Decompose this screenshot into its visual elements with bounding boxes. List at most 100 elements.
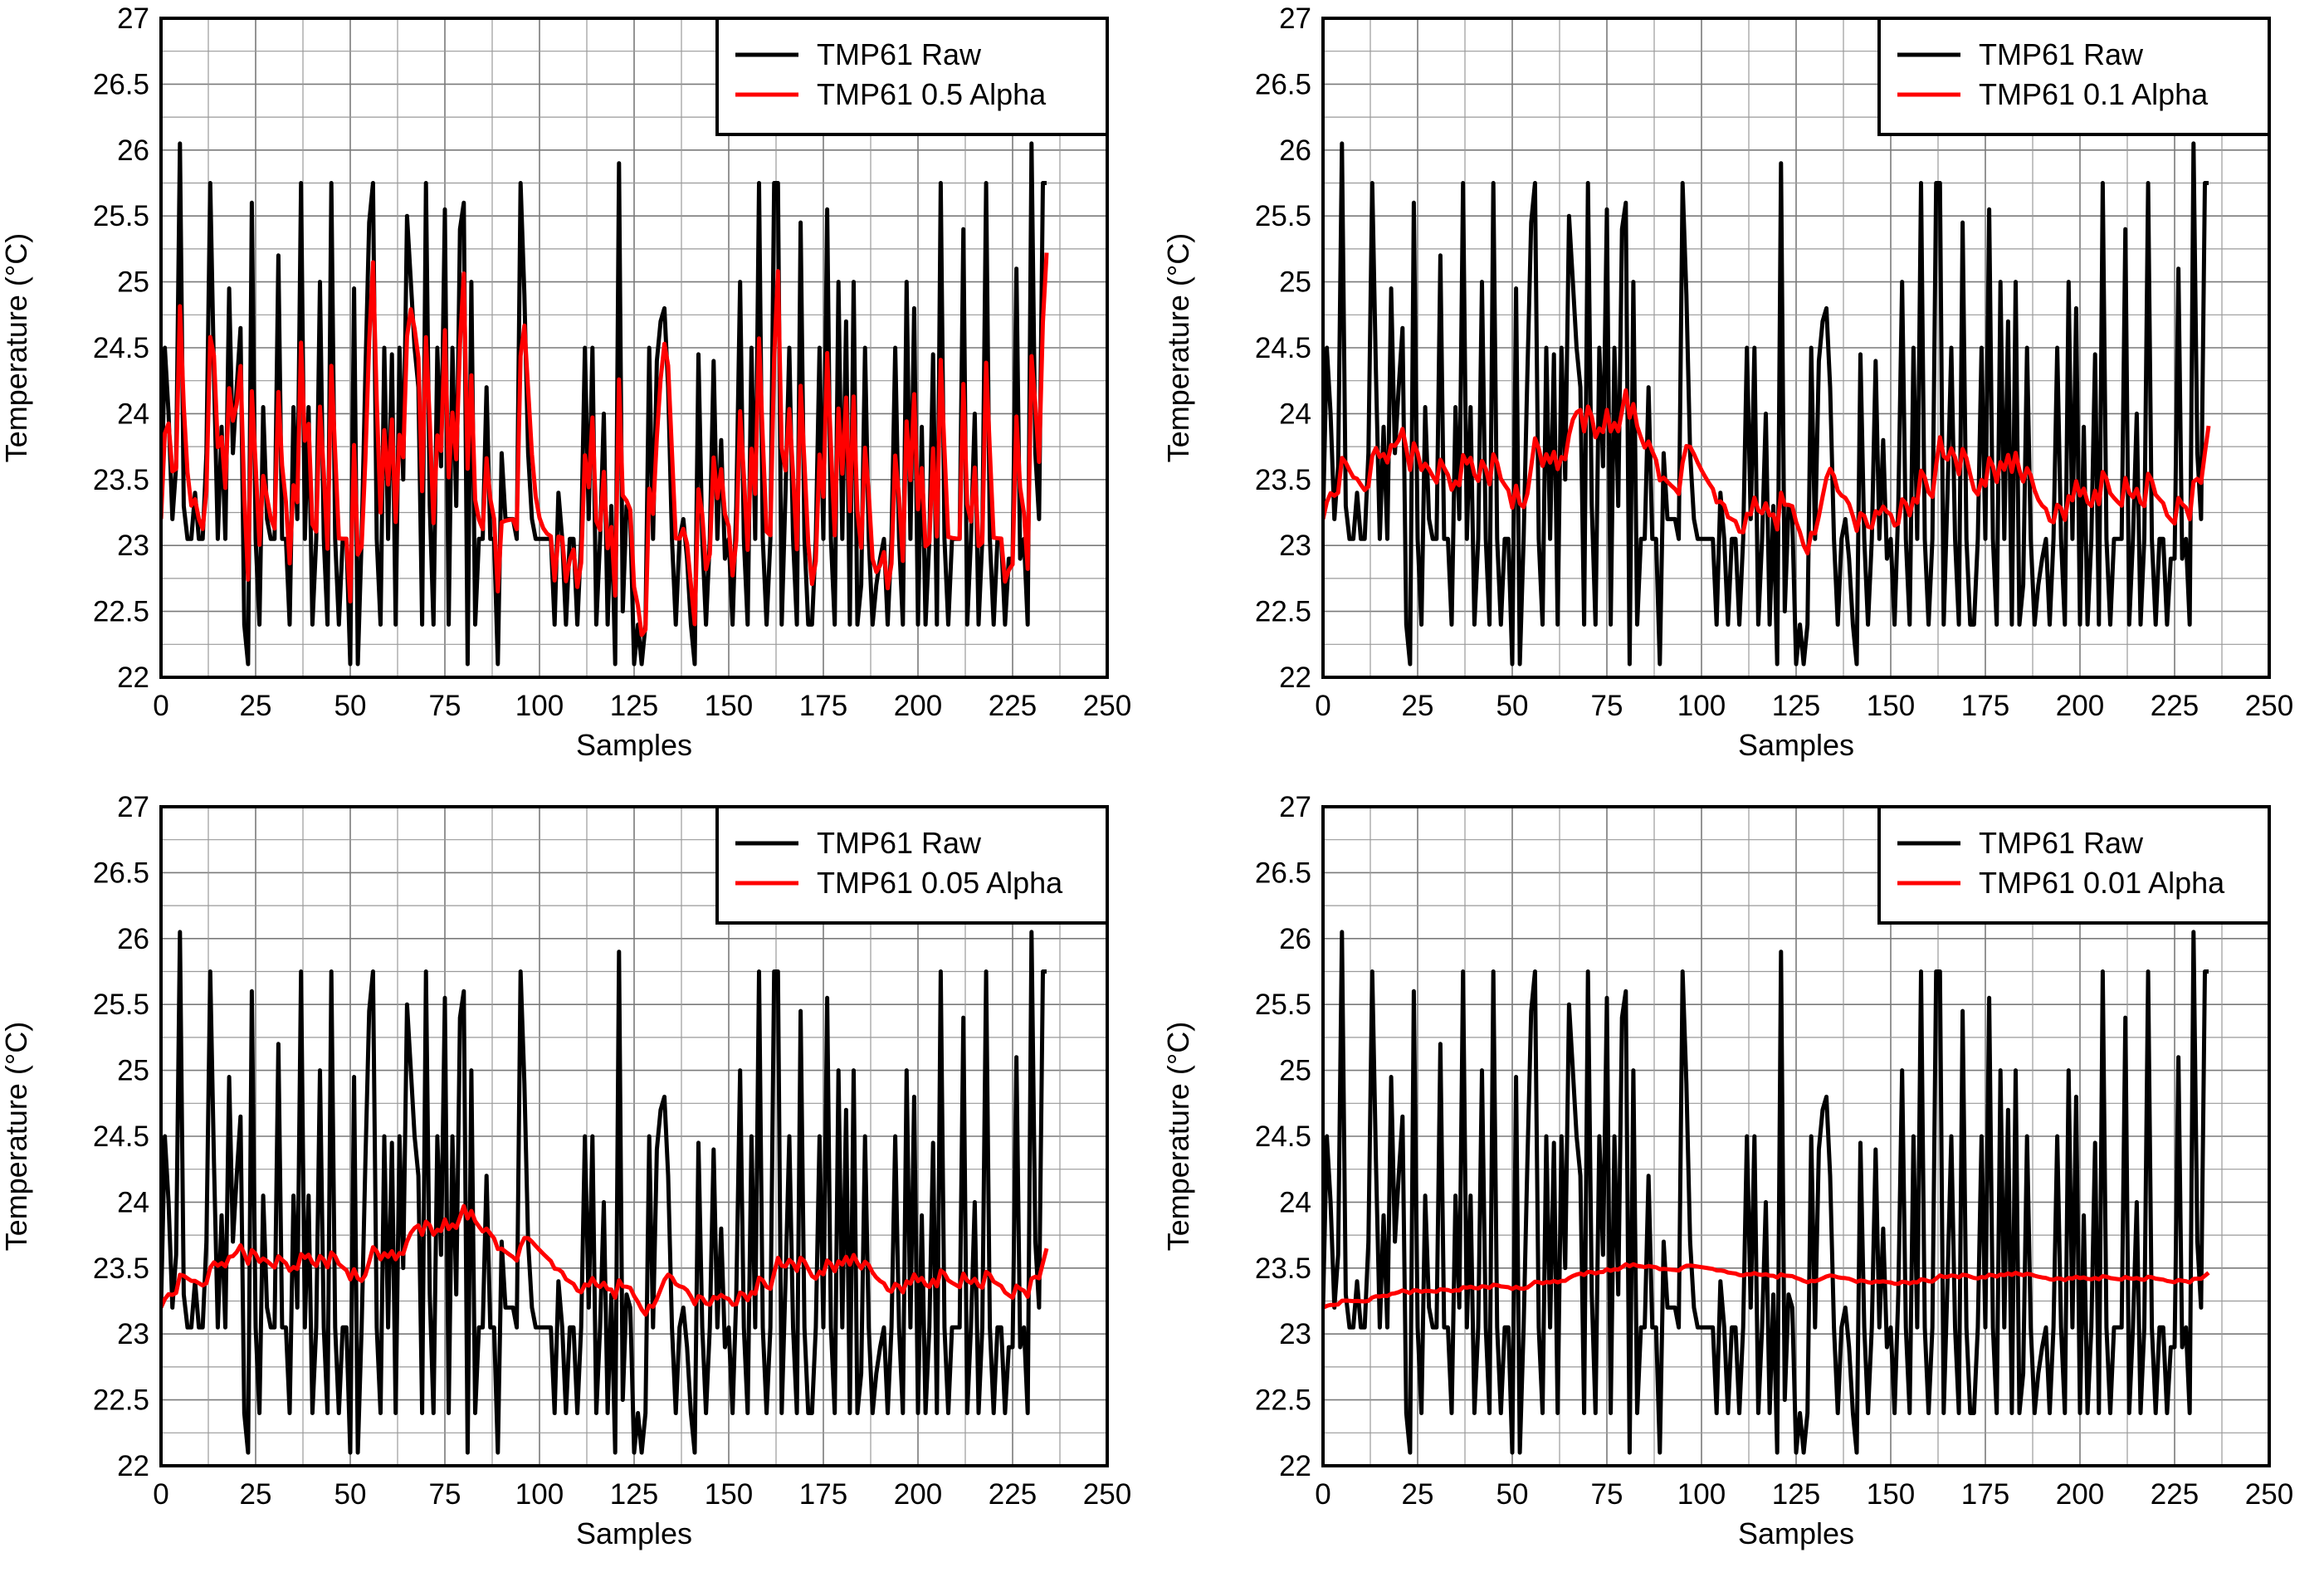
- legend: TMP61 Raw TMP61 0.05 Alpha: [715, 805, 1109, 925]
- legend-label: TMP61 0.05 Alpha: [817, 866, 1063, 900]
- series-group: [1323, 141, 2211, 666]
- y-tick-label: 24: [1279, 398, 1311, 430]
- filtered-series-line: [1323, 1262, 2210, 1310]
- x-tick-label: 225: [2151, 1478, 2199, 1511]
- legend-label: TMP61 Raw: [817, 37, 982, 71]
- y-tick-label: 23: [1279, 1318, 1311, 1350]
- x-tick-label: 100: [1677, 690, 1726, 722]
- y-tick-label: 26.5: [93, 68, 149, 100]
- y-tick-label: 26.5: [93, 857, 149, 889]
- x-tick-label: 75: [429, 690, 461, 722]
- y-tick-label: 26.5: [1255, 857, 1311, 889]
- plot-border: [1321, 805, 2271, 1467]
- y-tick-label: 26: [117, 923, 149, 955]
- series-group: [1323, 930, 2210, 1455]
- x-tick-label: 50: [334, 1478, 367, 1511]
- x-tick-label: 150: [1867, 690, 1915, 722]
- chart-2: 0 25 50 75 100 125 150 175 200 225 250 22 22.5 23 23.5…: [0, 791, 1131, 1550]
- legend-box: [715, 805, 1109, 925]
- x-tick-label: 50: [334, 690, 367, 722]
- y-tick-label: 26.5: [1255, 68, 1311, 100]
- x-tick-label: 200: [2056, 1478, 2104, 1511]
- x-tick-label: 150: [705, 1478, 753, 1511]
- y-axis-title: Temperature (°C): [0, 1022, 33, 1251]
- y-tick-label: 24: [1279, 1186, 1311, 1218]
- filtered-series-line: [161, 252, 1049, 637]
- x-tick-label: 50: [1496, 1478, 1529, 1511]
- x-axis-title: Samples: [576, 728, 692, 762]
- y-tick-label: 24.5: [1255, 1120, 1311, 1153]
- x-tick-label: 250: [1083, 1478, 1131, 1511]
- x-tick-label: 200: [2056, 690, 2104, 722]
- y-tick-label: 27: [1279, 2, 1311, 35]
- y-tick-label: 23.5: [1255, 1252, 1311, 1285]
- y-tick-label: 22.5: [1255, 596, 1311, 628]
- y-tick-label: 27: [117, 791, 149, 823]
- y-tick-label: 22.5: [1255, 1384, 1311, 1417]
- x-tick-label: 125: [1772, 1478, 1820, 1511]
- y-tick-label: 27: [1279, 791, 1311, 823]
- x-tick-label: 25: [1402, 1478, 1434, 1511]
- y-tick-label: 26: [1279, 923, 1311, 955]
- y-tick-label: 25.5: [1255, 989, 1311, 1021]
- y-tick-label: 23.5: [93, 1252, 149, 1285]
- chart-panel-alpha-0-1: 0 25 50 75 100 125 150 175 200 225 250 22 22.5 23 23.5…: [1162, 0, 2324, 788]
- series-group: [161, 141, 1049, 666]
- series-group: [161, 930, 1049, 1455]
- y-tick-label: 23: [1279, 530, 1311, 562]
- plot-border: [1321, 17, 2271, 679]
- x-tick-label: 200: [894, 1478, 942, 1511]
- legend-label: TMP61 Raw: [817, 826, 982, 860]
- raw-series-line: [161, 930, 1047, 1455]
- y-tick-label: 25: [1279, 1055, 1311, 1087]
- chart-0: 0 25 50 75 100 125 150 175 200 225 250 22 22.5 23 23.5…: [0, 2, 1131, 762]
- raw-series-line: [161, 141, 1047, 666]
- chart-panel-alpha-0-01: 0 25 50 75 100 125 150 175 200 225 250 22 22.5 23 23.5…: [1162, 788, 2324, 1577]
- y-tick-label: 25.5: [93, 989, 149, 1021]
- x-tick-label: 0: [153, 690, 168, 722]
- y-tick-label: 22.5: [93, 1384, 149, 1417]
- y-tick-label: 23.5: [1255, 464, 1311, 496]
- x-axis-title: Samples: [576, 1516, 692, 1550]
- y-tick-label: 23: [117, 1318, 149, 1350]
- chart-1: 0 25 50 75 100 125 150 175 200 225 250 22 22.5 23 23.5…: [1162, 2, 2293, 762]
- y-tick-label: 24: [117, 398, 149, 430]
- y-tick-label: 23.5: [93, 464, 149, 496]
- x-tick-label: 225: [989, 690, 1037, 722]
- legend: TMP61 Raw TMP61 0.5 Alpha: [715, 17, 1109, 136]
- y-tick-label: 25: [117, 266, 149, 299]
- y-tick-label: 24.5: [93, 332, 149, 364]
- x-tick-label: 25: [240, 1478, 272, 1511]
- legend-label: TMP61 0.5 Alpha: [817, 77, 1047, 111]
- y-tick-label: 22: [117, 1450, 149, 1482]
- x-tick-label: 175: [799, 690, 847, 722]
- y-tick-label: 24.5: [93, 1120, 149, 1153]
- x-tick-label: 25: [240, 690, 272, 722]
- y-axis-title: Temperature (°C): [0, 233, 33, 462]
- y-tick-label: 23: [117, 530, 149, 562]
- legend: TMP61 Raw TMP61 0.01 Alpha: [1877, 805, 2271, 925]
- legend-box: [1877, 17, 2271, 136]
- plot-border: [159, 805, 1109, 1467]
- x-tick-label: 100: [1677, 1478, 1726, 1511]
- x-axis-title: Samples: [1738, 728, 1854, 762]
- x-tick-label: 250: [2245, 1478, 2293, 1511]
- y-tick-label: 25.5: [93, 200, 149, 232]
- x-tick-label: 250: [1083, 690, 1131, 722]
- y-tick-label: 25.5: [1255, 200, 1311, 232]
- x-tick-label: 75: [1591, 690, 1623, 722]
- x-tick-label: 100: [515, 1478, 564, 1511]
- legend-label: TMP61 0.1 Alpha: [1979, 77, 2209, 111]
- x-tick-label: 75: [429, 1478, 461, 1511]
- legend-box: [1877, 805, 2271, 925]
- chart-3: 0 25 50 75 100 125 150 175 200 225 250 22 22.5 23 23.5…: [1162, 791, 2293, 1550]
- y-tick-label: 22.5: [93, 596, 149, 628]
- y-tick-label: 22: [1279, 662, 1311, 694]
- x-tick-label: 0: [1315, 690, 1330, 722]
- y-tick-label: 27: [117, 2, 149, 35]
- legend-label: TMP61 Raw: [1979, 37, 2144, 71]
- legend-label: TMP61 Raw: [1979, 826, 2144, 860]
- plot-border: [159, 17, 1109, 679]
- legend: TMP61 Raw TMP61 0.1 Alpha: [1877, 17, 2271, 136]
